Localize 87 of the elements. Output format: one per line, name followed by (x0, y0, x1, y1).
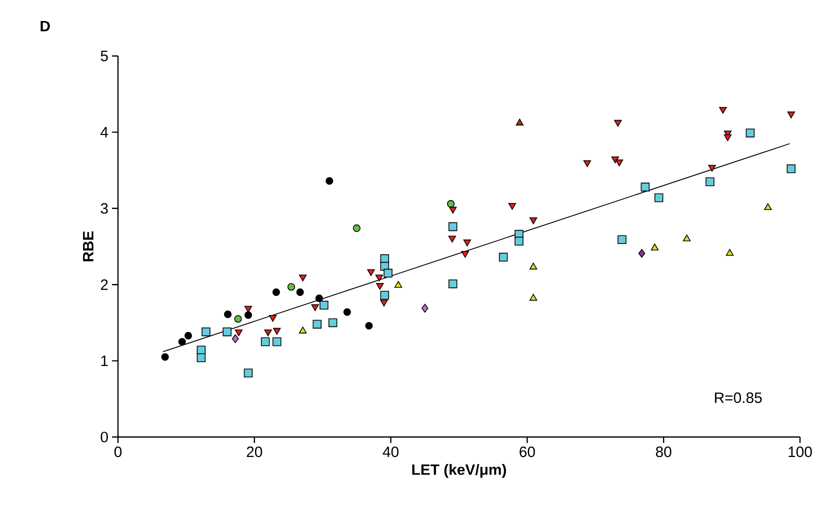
point (764, 203, 772, 210)
point (298, 274, 307, 282)
x-tick-label: 40 (382, 446, 399, 458)
point (726, 248, 734, 256)
point (260, 337, 270, 346)
point (328, 318, 338, 328)
point (244, 368, 253, 378)
point (615, 160, 624, 166)
point (583, 160, 592, 168)
y-tick-label: 1 (101, 356, 108, 366)
y-tick-label: 0 (100, 432, 108, 442)
x-tick-label: 80 (656, 446, 672, 458)
x-tick-label: 20 (246, 446, 262, 458)
x-tick-label: 0 (114, 446, 122, 458)
point (508, 202, 516, 210)
point (461, 250, 469, 258)
point (234, 329, 243, 336)
point (719, 106, 727, 114)
x-tick-label: 100 (788, 446, 812, 458)
point (232, 334, 239, 344)
point (196, 353, 206, 362)
point (264, 329, 272, 336)
point (724, 134, 732, 142)
point (380, 290, 390, 300)
point (614, 120, 622, 127)
point (498, 252, 508, 262)
point (380, 300, 388, 307)
point (184, 332, 192, 340)
point (234, 315, 242, 323)
point (708, 164, 716, 172)
point (611, 156, 620, 164)
point (654, 193, 664, 202)
point (746, 128, 755, 138)
point (365, 322, 373, 330)
y-tick-label: 5 (100, 50, 108, 62)
point (352, 224, 360, 232)
point (161, 353, 169, 361)
point (706, 177, 714, 186)
point (367, 269, 375, 276)
point (638, 248, 646, 258)
point (375, 274, 384, 282)
point (618, 235, 626, 244)
point (449, 206, 457, 214)
point (514, 236, 524, 246)
point (202, 327, 210, 336)
point (273, 328, 281, 335)
point (448, 236, 456, 242)
point (178, 338, 186, 346)
point (222, 327, 232, 336)
y-tick-label: 4 (100, 127, 108, 138)
point (376, 282, 384, 290)
point (326, 177, 334, 185)
point (463, 240, 472, 246)
point (287, 283, 296, 291)
point (394, 280, 402, 288)
x-tick-label: 60 (520, 446, 535, 458)
point (384, 268, 392, 278)
point (311, 304, 319, 312)
point (786, 164, 796, 174)
point (529, 262, 538, 270)
annotation: R=0.85 (715, 392, 762, 403)
point (312, 320, 322, 329)
point (682, 234, 691, 242)
point (422, 304, 428, 313)
chart-title: D (40, 20, 50, 32)
point (244, 311, 252, 319)
point (650, 244, 659, 250)
point (296, 288, 304, 296)
x-axis-title: LET (keV/μm) (412, 464, 506, 478)
point (272, 288, 280, 296)
point (315, 294, 323, 302)
y-axis-title: RBE (83, 231, 94, 262)
point (787, 112, 795, 118)
point (272, 337, 282, 346)
point (640, 182, 650, 192)
point (320, 300, 328, 310)
y-tick-label: 3 (100, 203, 108, 214)
point (298, 326, 307, 334)
point (448, 279, 458, 288)
point (224, 310, 232, 318)
point (343, 308, 351, 316)
y-tick-label: 2 (100, 279, 108, 290)
point (529, 217, 538, 224)
point (268, 314, 277, 322)
point (447, 200, 455, 208)
point (448, 222, 458, 232)
point (529, 294, 538, 301)
